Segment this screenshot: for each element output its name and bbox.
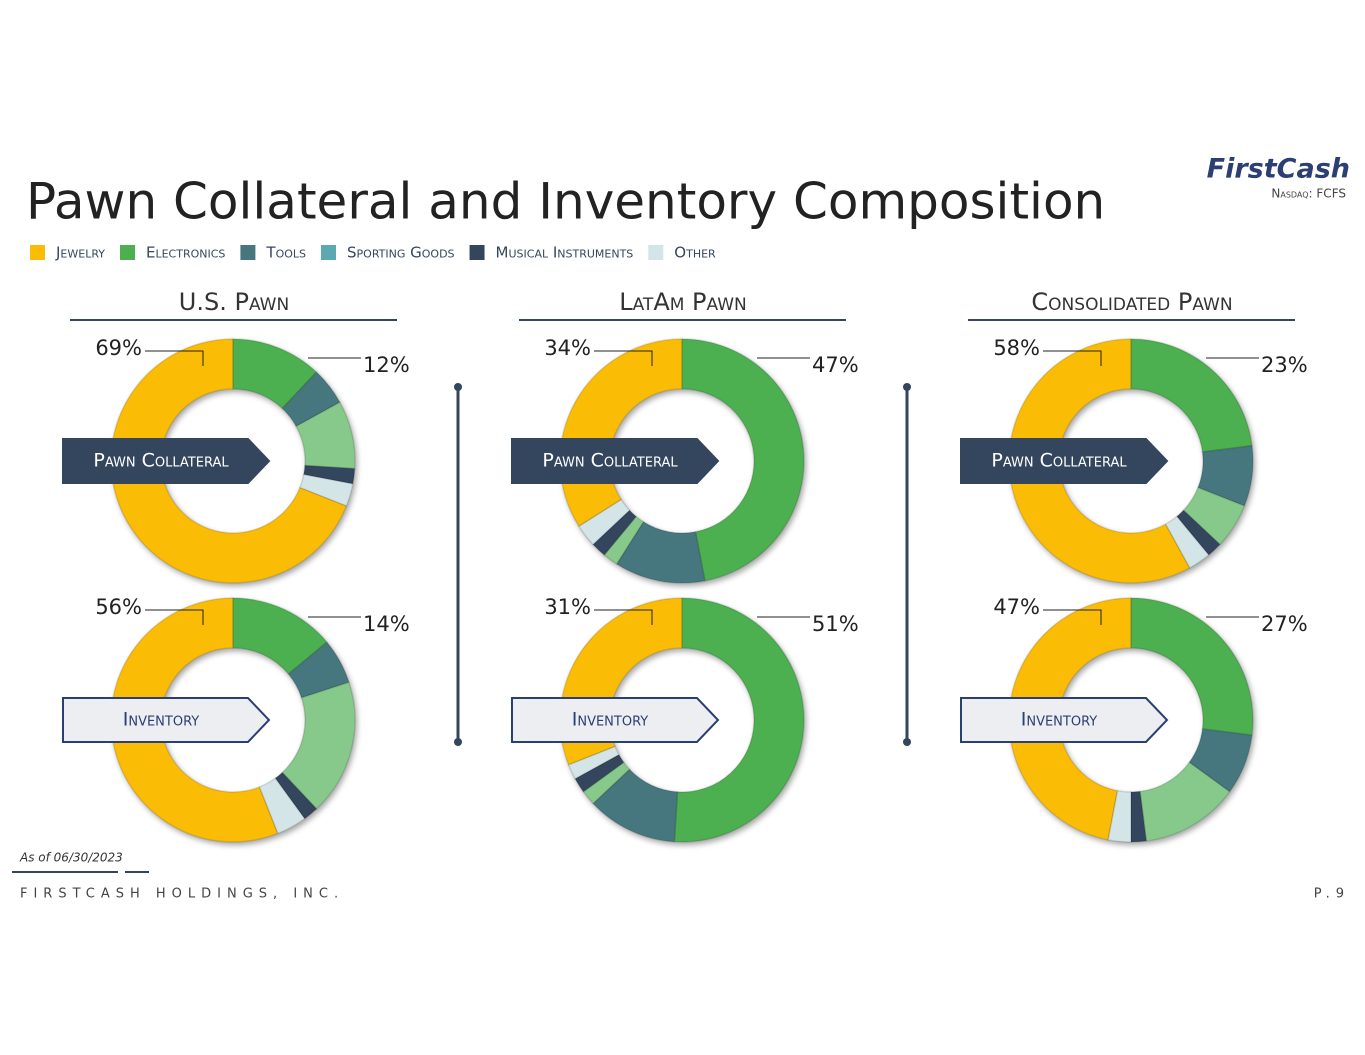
donut-slice [110,597,279,843]
panel-title: Consolidated Pawn [1031,288,1232,316]
data-label: 69% [95,336,142,360]
row-tag [62,438,271,484]
page-number: P.9 [1314,887,1350,902]
donut-slice [302,464,356,485]
donut-slice [1164,515,1210,569]
row-tag [960,438,1169,484]
donut-slice [281,681,356,810]
donut-slice [298,473,354,507]
donut-slice [258,777,306,835]
row-tag-label: Inventory [123,709,200,731]
donut-slice [582,761,631,805]
divider-dot [903,738,911,746]
legend-label: Jewelry [55,244,105,262]
legend-label: Electronics [146,244,225,262]
data-label: 56% [95,595,142,619]
leader-line [145,609,204,625]
legend-swatch [469,245,485,260]
as-of-note: As of 06/30/2023 [19,851,123,865]
data-label: 34% [544,336,591,360]
legend-label: Other [674,244,716,262]
legend-swatch [120,245,135,260]
ticker: Nasdaq: FCFS [1271,187,1346,201]
donut-slice [1008,338,1191,584]
data-label: 23% [1261,353,1308,377]
panel-title: U.S. Pawn [179,288,289,316]
row-tag-label: Inventory [572,709,649,731]
donut-slice [110,338,348,584]
slide-title: Pawn Collateral and Inventory Compositio… [26,173,1105,231]
donut-slice [1182,486,1246,546]
donut-slice [681,338,805,582]
company-name: FIRSTCASH HOLDINGS, INC. [20,887,344,902]
donut-slice [281,371,341,428]
legend-label: Musical Instruments [496,244,634,262]
data-label: 14% [363,612,410,636]
divider-dot [454,383,462,391]
data-label: 27% [1261,612,1308,636]
donut-slice [559,338,683,528]
data-label: 47% [993,595,1040,619]
donut-slice [577,498,631,546]
donut-slice [295,401,356,470]
leader-line [1043,350,1102,366]
divider-dot [454,738,462,746]
logo: FirstCash [1207,154,1350,185]
data-label: 51% [812,612,859,636]
donut [110,597,356,843]
legend-swatch [240,245,256,260]
divider-dot [903,383,911,391]
panel-title: LatAm Pawn [619,288,746,316]
legend-swatch [321,245,336,260]
donut-slice [1175,509,1221,557]
leader-line [594,350,653,366]
data-label: 47% [812,353,859,377]
donut-slice [232,597,329,676]
donut-slice [1130,597,1254,737]
row-tag-label: Pawn Collateral [991,450,1127,472]
legend-swatch [648,245,664,260]
donut [1008,338,1254,584]
row-tag [62,697,271,743]
row-tag-label: Inventory [1021,709,1098,731]
row-tag [511,438,720,484]
donut [110,338,356,584]
legend-label: Tools [265,244,306,262]
donut-slice [574,753,625,793]
data-label: 31% [544,595,591,619]
row-tag [511,697,720,743]
leader-line [145,350,204,366]
data-label: 12% [363,353,410,377]
donut-slice [1107,789,1132,843]
row-tag-label: Pawn Collateral [93,450,229,472]
legend-label: Sporting Goods [347,244,455,262]
donut-slice [592,768,679,843]
leader-line [1043,609,1102,625]
donut-slice [567,745,620,780]
row-tag [960,697,1169,743]
donut-slice [1130,338,1253,453]
legend-swatch [30,245,45,260]
donut [1008,597,1254,843]
row-tag-label: Pawn Collateral [542,450,678,472]
donut-slice [274,771,318,820]
donut-slice [615,520,706,584]
data-label: 58% [993,336,1040,360]
donut-slice [673,597,805,843]
donut-slice [1008,597,1132,841]
leader-line [594,609,653,625]
